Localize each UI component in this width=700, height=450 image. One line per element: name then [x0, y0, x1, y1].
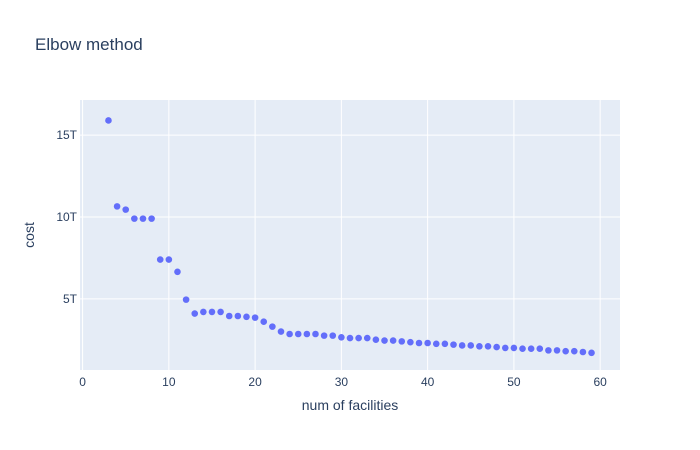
data-point[interactable]	[527, 345, 535, 353]
data-point[interactable]	[243, 313, 250, 321]
data-point[interactable]	[458, 342, 466, 349]
y-gridlines	[80, 134, 620, 300]
data-point[interactable]	[519, 345, 526, 353]
x-tick-label: 0	[79, 375, 86, 389]
data-point[interactable]	[182, 296, 190, 303]
y-tick-label: 5T	[63, 292, 78, 306]
x-tick-label: 30	[335, 375, 349, 389]
chart-title: Elbow method	[35, 35, 143, 54]
data-point[interactable]	[579, 348, 587, 356]
data-point[interactable]	[424, 339, 431, 347]
data-point[interactable]	[303, 330, 311, 338]
data-point[interactable]	[553, 347, 561, 354]
data-point[interactable]	[510, 344, 518, 352]
data-point[interactable]	[493, 343, 500, 351]
data-point[interactable]	[191, 310, 199, 317]
data-point[interactable]	[320, 332, 328, 339]
data-point[interactable]	[131, 215, 138, 222]
data-point[interactable]	[562, 347, 569, 355]
data-point[interactable]	[174, 268, 181, 276]
data-point[interactable]	[363, 334, 371, 342]
data-point[interactable]	[269, 323, 276, 330]
data-point[interactable]	[225, 312, 233, 320]
data-point[interactable]	[200, 308, 207, 316]
data-point[interactable]	[476, 342, 483, 350]
data-point[interactable]	[536, 345, 544, 353]
data-point[interactable]	[208, 308, 216, 316]
plot-area	[80, 100, 620, 370]
data-point[interactable]	[105, 117, 112, 124]
data-point[interactable]	[415, 339, 423, 347]
data-point[interactable]	[338, 333, 345, 341]
x-tick-label: 50	[507, 375, 521, 389]
data-point[interactable]	[570, 347, 578, 355]
data-point[interactable]	[251, 314, 259, 321]
y-tick-label: 10T	[56, 210, 77, 224]
y-tick-label: 15T	[56, 128, 77, 142]
data-point[interactable]	[260, 318, 268, 326]
data-point[interactable]	[355, 334, 362, 342]
data-point[interactable]	[156, 256, 164, 263]
data-point[interactable]	[432, 340, 440, 348]
data-point[interactable]	[277, 328, 285, 335]
data-point[interactable]	[312, 330, 319, 338]
x-tick-labels: 0 10 20 30 40 50 60	[79, 375, 607, 389]
x-tick-label: 60	[593, 375, 607, 389]
data-point[interactable]	[329, 332, 337, 339]
x-axis-title: num of facilities	[302, 397, 398, 413]
y-axis-title: cost	[21, 222, 37, 248]
x-tick-label: 20	[248, 375, 262, 389]
data-point[interactable]	[398, 338, 406, 345]
data-point[interactable]	[217, 308, 224, 316]
y-tick-labels: 5T 10T 15T	[56, 128, 77, 306]
data-point[interactable]	[346, 334, 354, 342]
x-tick-label: 40	[421, 375, 435, 389]
data-point[interactable]	[501, 344, 509, 352]
data-point[interactable]	[165, 256, 173, 263]
data-points	[105, 117, 595, 357]
data-point[interactable]	[441, 340, 449, 348]
data-point[interactable]	[372, 336, 380, 344]
data-point[interactable]	[234, 312, 242, 320]
data-point[interactable]	[545, 347, 552, 354]
data-point[interactable]	[484, 342, 492, 350]
data-point[interactable]	[588, 349, 595, 357]
data-point[interactable]	[113, 203, 121, 210]
x-gridlines	[82, 100, 601, 370]
data-point[interactable]	[286, 330, 293, 338]
data-point[interactable]	[139, 215, 147, 222]
data-point[interactable]	[381, 337, 388, 344]
x-tick-label: 10	[162, 375, 176, 389]
data-point[interactable]	[148, 215, 155, 222]
data-point[interactable]	[407, 338, 414, 346]
data-point[interactable]	[450, 341, 457, 348]
data-point[interactable]	[389, 337, 397, 344]
data-point[interactable]	[294, 330, 302, 338]
data-point[interactable]	[467, 342, 475, 349]
data-point[interactable]	[122, 206, 130, 213]
